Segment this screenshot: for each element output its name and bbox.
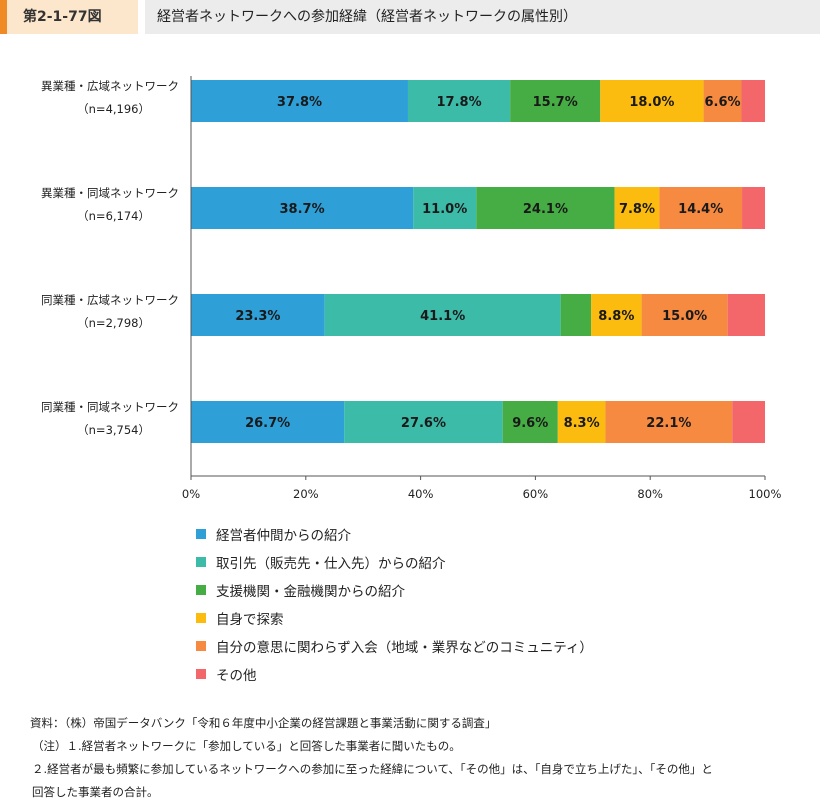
legend-label: 自身で探索 [216,612,284,628]
bar-segment [476,187,615,229]
legend-swatch [196,613,206,623]
bar-segment [605,401,733,443]
category-n-label: （n=6,174） [77,209,150,223]
source-note: 資料：（株）帝国データバンク「令和６年度中小企業の経営課題と事業活動に関する調査… [30,716,497,730]
legend-swatch [196,557,206,567]
bar-segment [659,187,743,229]
data-label: 11.0% [422,202,467,217]
data-label: 9.6% [512,416,548,431]
x-tick-label: 20% [293,487,319,501]
bar-segment [641,294,728,336]
legend-label: 取引先（販売先・仕入先）からの紹介 [216,556,446,572]
category-label: 異業種・広域ネットワーク [41,79,179,93]
bar-segment [191,80,408,122]
data-label: 23.3% [235,309,280,324]
figure-number: 第2-1-77図 [7,0,138,34]
legend-label: その他 [216,668,257,684]
bar-segment [703,80,742,122]
x-tick-label: 0% [182,487,200,501]
bar-segment [344,401,503,443]
bar-segment [557,401,606,443]
category-n-label: （n=2,798） [77,316,150,330]
bar-segment [727,294,765,336]
x-tick-label: 40% [408,487,434,501]
data-label: 7.8% [619,202,655,217]
data-label: 6.6% [704,95,740,110]
bar-segment [191,187,414,229]
category-label: 同業種・広域ネットワーク [41,293,179,307]
legend-label: 自分の意思に関わらず入会（地域・業界などのコミュニティ） [216,640,593,656]
legend-item: その他 [196,660,593,688]
bar-segment [600,80,704,122]
bar-segment [191,401,345,443]
legend-item: 経営者仲間からの紹介 [196,520,593,548]
data-label: 14.4% [678,202,723,217]
data-label: 26.7% [245,416,290,431]
category-label: 異業種・同域ネットワーク [41,186,179,200]
legend-item: 自身で探索 [196,604,593,632]
figure-title: 経営者ネットワークへの参加経緯（経営者ネットワークの属性別） [145,0,820,34]
data-label: 8.3% [564,416,600,431]
x-tick-label: 80% [637,487,663,501]
note-1: （注）１.経営者ネットワークに「参加している」と回答した事業者に聞いたもの。 [32,739,461,753]
legend-item: 取引先（販売先・仕入先）からの紹介 [196,548,593,576]
legend-item: 自分の意思に関わらず入会（地域・業界などのコミュニティ） [196,632,593,660]
bar-segment [742,187,765,229]
note-2-line-1: ２.経営者が最も頻繁に参加しているネットワークへの参加に至った経緯について、「そ… [32,762,713,776]
bar-segment [741,80,765,122]
data-label: 38.7% [280,202,325,217]
legend-item: 支援機関・金融機関からの紹介 [196,576,593,604]
data-label: 24.1% [523,202,568,217]
note-2-line-2: 回答した事業者の合計。 [32,785,159,799]
data-label: 17.8% [437,95,482,110]
data-label: 8.8% [598,309,634,324]
category-n-label: （n=4,196） [77,102,150,116]
bar-segment [560,294,592,336]
chart-legend: 経営者仲間からの紹介取引先（販売先・仕入先）からの紹介 支援機関・金融機関からの紹… [196,520,593,688]
bar-segment [502,401,558,443]
data-label: 27.6% [401,416,446,431]
legend-label: 支援機関・金融機関からの紹介 [216,584,405,600]
bar-segment [407,80,511,122]
bar-segment [413,187,477,229]
header-accent [0,0,7,34]
bar-segment [324,294,561,336]
data-label: 18.0% [629,95,674,110]
category-n-label: （n=3,754） [77,423,150,437]
legend-swatch [196,585,206,595]
data-label: 15.0% [662,309,707,324]
bar-segment [591,294,642,336]
stacked-bar-chart: 異業種・広域ネットワーク （n=4,196） 37.8% 17.8% 15.7% 18.0… [41,76,782,501]
legend-swatch [196,669,206,679]
data-label: 37.8% [277,95,322,110]
data-label: 15.7% [533,95,578,110]
bar-segment [510,80,601,122]
bar-segment [191,294,325,336]
data-label: 22.1% [646,416,691,431]
legend-swatch [196,529,206,539]
notes: 資料：（株）帝国データバンク「令和６年度中小企業の経営課題と事業活動に関する調査… [30,712,810,804]
figure-header: 第2-1-77図 経営者ネットワークへの参加経緯（経営者ネットワークの属性別） [0,0,820,34]
legend-swatch [196,641,206,651]
data-label: 41.1% [420,309,465,324]
bar-segment [614,187,660,229]
x-tick-label: 60% [523,487,549,501]
x-tick-label: 100% [749,487,782,501]
legend-label: 経営者仲間からの紹介 [216,528,351,544]
category-label: 同業種・同域ネットワーク [41,400,179,414]
bar-segment [732,401,765,443]
